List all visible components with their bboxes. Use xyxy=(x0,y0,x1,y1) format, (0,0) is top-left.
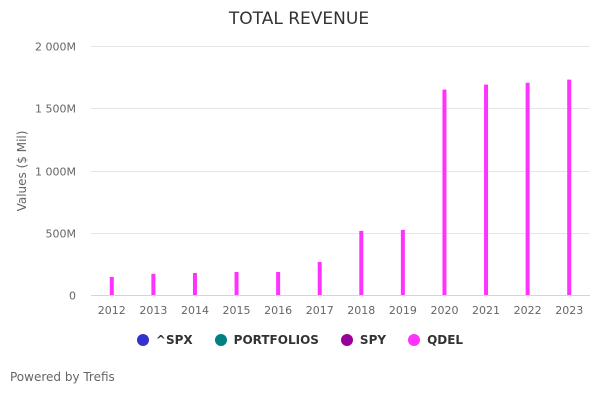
x-tick-label: 2021 xyxy=(472,304,500,317)
bar-qdel-2022[interactable] xyxy=(525,82,530,295)
legend-dot-icon xyxy=(214,334,227,346)
bar-qdel-2023[interactable] xyxy=(567,79,572,296)
bar-qdel-2021[interactable] xyxy=(484,84,489,295)
x-tick-label: 2017 xyxy=(306,304,334,317)
legend-label: SPY xyxy=(359,333,387,347)
legend-dot-icon xyxy=(136,334,149,346)
powered-by-credit[interactable]: Powered by Trefis xyxy=(10,370,115,384)
legend: ^SPX PORTFOLIOS SPY QDEL xyxy=(0,333,600,347)
legend-label: QDEL xyxy=(427,333,464,347)
x-tick-label: 2022 xyxy=(514,304,542,317)
legend-item-portfolios[interactable]: PORTFOLIOS xyxy=(214,333,319,347)
bar-qdel-2019[interactable] xyxy=(400,229,405,295)
x-tick-label: 2019 xyxy=(389,304,417,317)
x-tick-label: 2016 xyxy=(264,304,292,317)
bar-qdel-2014[interactable] xyxy=(192,272,197,295)
bar-qdel-2017[interactable] xyxy=(317,262,322,295)
y-axis-label: Values ($ Mil) xyxy=(15,131,29,212)
x-tick-label: 2012 xyxy=(98,304,126,317)
y-tick-label: 0 xyxy=(69,290,76,303)
chart-title: TOTAL REVENUE xyxy=(228,9,369,29)
legend-dot-icon xyxy=(408,334,421,346)
x-tick-label: 2023 xyxy=(555,304,583,317)
legend-dot-icon xyxy=(340,334,353,346)
x-tick-label: 2015 xyxy=(223,304,251,317)
legend-label: PORTFOLIOS xyxy=(233,333,319,347)
x-tick-label: 2018 xyxy=(347,304,375,317)
y-tick-label: 2 000M xyxy=(35,41,76,54)
bar-qdel-2015[interactable] xyxy=(234,271,239,295)
legend-item-spx[interactable]: ^SPX xyxy=(136,333,193,347)
legend-item-qdel[interactable]: QDEL xyxy=(408,333,463,347)
bar-qdel-2020[interactable] xyxy=(442,89,447,295)
x-tick-label: 2014 xyxy=(181,304,209,317)
y-tick-label: 1 500M xyxy=(35,103,76,116)
legend-item-spy[interactable]: SPY xyxy=(340,333,387,347)
bar-qdel-2013[interactable] xyxy=(151,273,156,295)
x-tick-label: 2020 xyxy=(430,304,458,317)
legend-label: ^SPX xyxy=(155,333,193,347)
bar-qdel-2018[interactable] xyxy=(359,230,364,295)
chart: TOTAL REVENUE Values ($ Mil) 0 500M 1 000M… xyxy=(15,9,590,317)
bar-qdel-2012[interactable] xyxy=(109,276,114,295)
x-tick-label: 2013 xyxy=(139,304,167,317)
bar-qdel-2016[interactable] xyxy=(276,271,281,295)
y-tick-label: 500M xyxy=(46,228,77,241)
y-tick-label: 1 000M xyxy=(35,166,76,179)
